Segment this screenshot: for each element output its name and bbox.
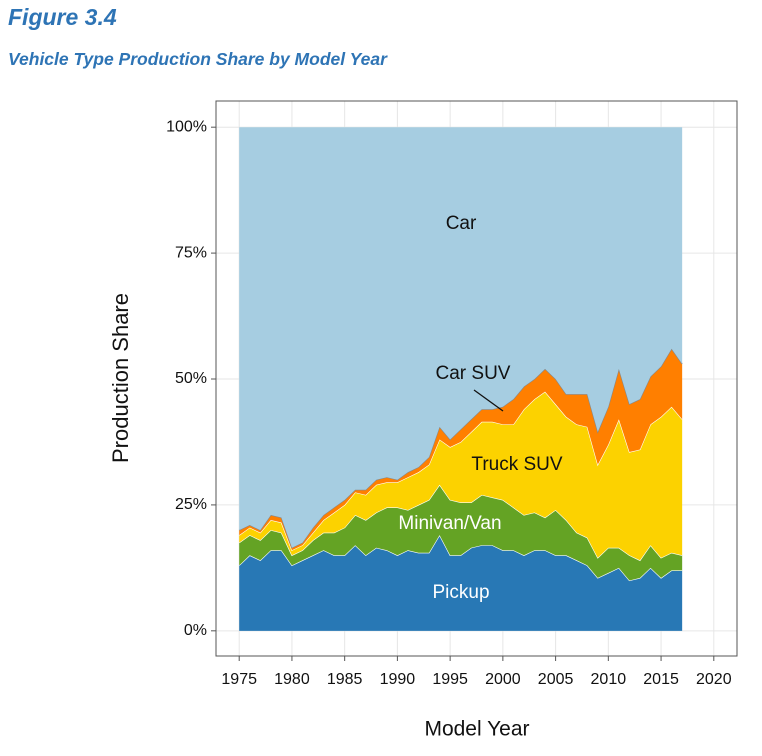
series-label: Car SUV xyxy=(436,363,511,384)
y-axis-label: Production Share xyxy=(108,293,133,463)
axes: 0% 25% 50% 75% 100% 1975 1980 1985 1990 1995 2000 2… xyxy=(166,118,732,688)
areas xyxy=(238,127,683,631)
leader-line xyxy=(473,389,504,412)
series-label: Truck SUV xyxy=(471,454,562,475)
series-label: Pickup xyxy=(432,582,489,603)
x-tick-label: 1980 xyxy=(274,671,310,688)
x-tick-label: 2005 xyxy=(538,671,574,688)
x-tick-label: 1975 xyxy=(221,671,257,688)
figure-title: Vehicle Type Production Share by Model Y… xyxy=(8,49,387,69)
y-tick-label: 50% xyxy=(175,370,207,387)
y-tick-label: 25% xyxy=(175,496,207,513)
x-tick-label: 2000 xyxy=(485,671,521,688)
series-label: Minivan/Van xyxy=(398,513,501,534)
x-tick-label: 2015 xyxy=(643,671,679,688)
area xyxy=(239,127,683,548)
x-tick-label: 2010 xyxy=(591,671,627,688)
area xyxy=(239,535,683,631)
y-tick-label: 75% xyxy=(175,244,207,261)
area xyxy=(239,484,683,581)
y-tick-label: 100% xyxy=(166,118,207,135)
x-tick-label: 1985 xyxy=(327,671,363,688)
area xyxy=(239,348,683,551)
y-tick-label: 0% xyxy=(184,622,207,639)
area xyxy=(239,391,683,561)
series-label: Car xyxy=(446,213,477,234)
x-tick-label: 1990 xyxy=(380,671,416,688)
x-tick-label: 1995 xyxy=(432,671,468,688)
figure-number: Figure 3.4 xyxy=(8,4,117,30)
x-axis-label: Model Year xyxy=(424,718,529,741)
panel-border xyxy=(215,100,738,657)
x-tick-label: 2020 xyxy=(696,671,732,688)
